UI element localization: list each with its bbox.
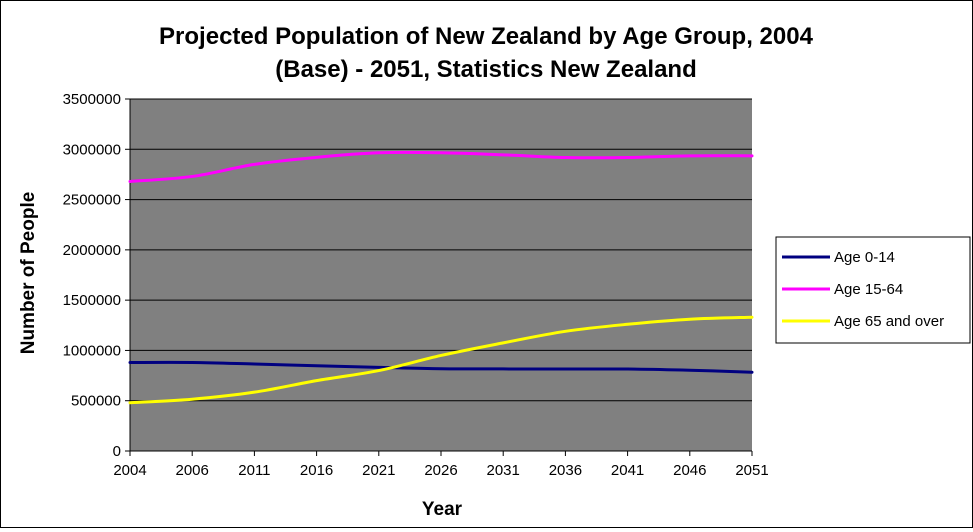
x-tick-label: 2031 xyxy=(487,462,520,479)
x-tick-label: 2036 xyxy=(549,462,582,479)
y-axis-ticks: 0 500000 1000000 1500000 2000000 2500000 30000… xyxy=(63,91,752,460)
y-tick-label: 0 xyxy=(113,443,121,460)
series-line-1 xyxy=(128,360,754,374)
x-tick-label: 2006 xyxy=(176,462,209,479)
gridlines xyxy=(130,98,752,402)
x-tick-label: 2021 xyxy=(362,462,395,479)
x-tick-label: 2004 xyxy=(113,462,146,479)
x-axis-title: Year xyxy=(422,499,463,520)
y-tick-label: 1500000 xyxy=(63,292,121,309)
y-tick-label: 2500000 xyxy=(63,192,121,209)
x-tick-label: 2011 xyxy=(238,462,270,479)
chart-title-line-2: (Base) - 2051, Statistics New Zealand xyxy=(275,56,697,83)
legend: Age 0-14 Age 15-64 Age 65 and over xyxy=(775,236,971,344)
x-tick-label: 2041 xyxy=(611,462,644,479)
x-axis-ticks: 2004 2006 2011 2016 2021 2026 2031 2036 2041 2046… xyxy=(113,451,769,479)
y-tick-label: 3000000 xyxy=(63,141,121,158)
x-tick-label: 2016 xyxy=(300,462,333,479)
chart-title-line-1: Projected Population of New Zealand by A… xyxy=(159,23,814,50)
x-tick-label: 2046 xyxy=(673,462,706,479)
legend-label-1: Age 0-14 xyxy=(834,249,895,266)
x-tick-label: 2026 xyxy=(424,462,457,479)
y-tick-label: 1000000 xyxy=(63,342,121,359)
y-axis-title: Number of People xyxy=(18,192,39,355)
y-tick-label: 500000 xyxy=(71,393,121,410)
y-tick-label: 3500000 xyxy=(63,91,121,108)
x-tick-label: 2051 xyxy=(735,462,768,479)
series-lines xyxy=(128,150,754,405)
legend-label-3: Age 65 and over xyxy=(834,313,944,330)
y-tick-label: 2000000 xyxy=(63,242,121,259)
series-line-2 xyxy=(128,150,754,183)
legend-label-2: Age 15-64 xyxy=(834,281,903,298)
series-line-3 xyxy=(128,315,754,405)
